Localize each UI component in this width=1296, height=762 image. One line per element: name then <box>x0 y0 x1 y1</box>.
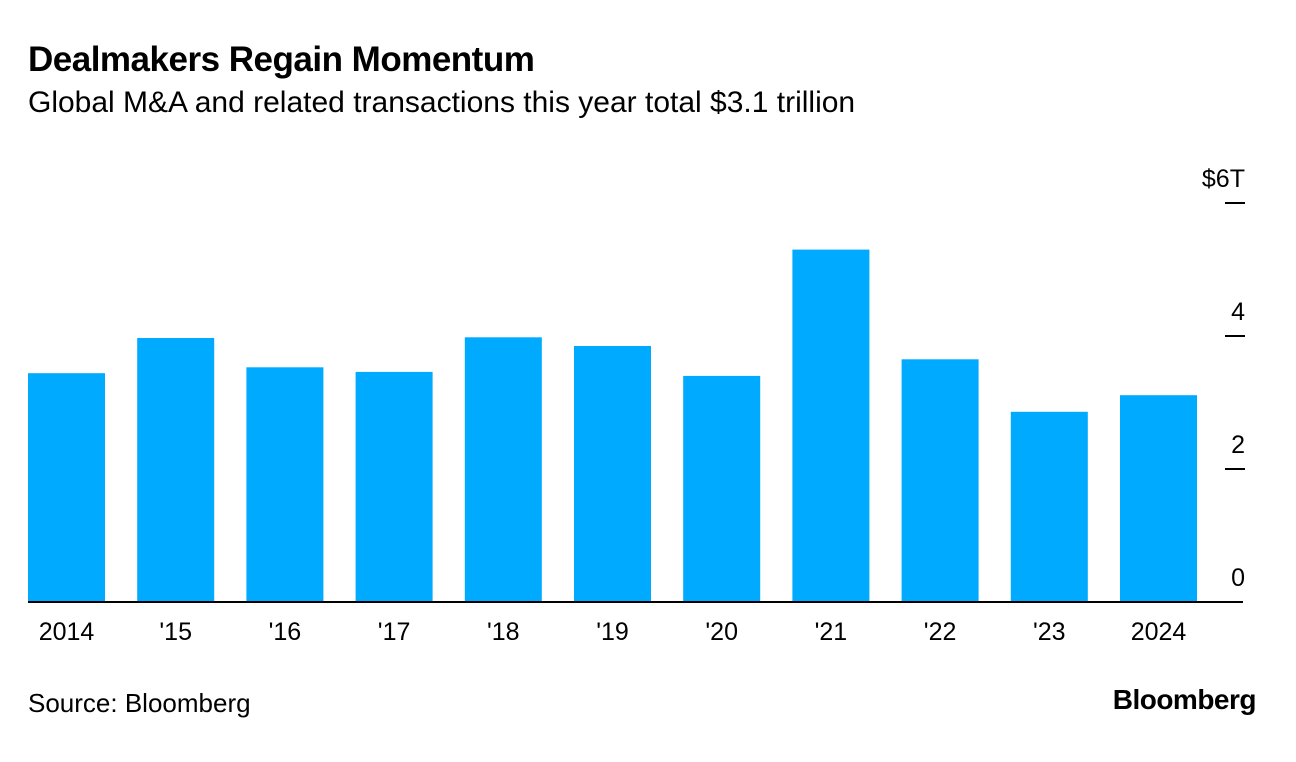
y-tick-label-3: $6T <box>1202 165 1245 193</box>
x-tick-label-9: '23 <box>1033 618 1066 646</box>
bars-group <box>28 249 1197 602</box>
x-tick-labels: 2014 '15 '16 '17 '18 '19 '20 '21 '22 '23 2024 <box>39 618 1187 646</box>
x-tick-label-1: '15 <box>159 618 192 646</box>
x-tick-label-5: '19 <box>596 618 629 646</box>
x-tick-label-4: '18 <box>487 618 520 646</box>
bar-9 <box>1010 411 1088 602</box>
bar-chart: 2014 '15 '16 '17 '18 '19 '20 '21 '22 '23 2024 0 2 4 $… <box>28 165 1245 646</box>
chart-subtitle: Global M&A and related transactions this… <box>28 86 856 119</box>
chart-title: Dealmakers Regain Momentum <box>28 40 535 79</box>
bar-8 <box>901 359 979 602</box>
bar-7 <box>792 249 870 602</box>
x-tick-label-2: '16 <box>269 618 302 646</box>
bar-6 <box>683 375 761 602</box>
source-note: Source: Bloomberg <box>28 688 251 718</box>
bar-0 <box>28 373 105 602</box>
y-tick-label-1: 2 <box>1231 431 1245 459</box>
bar-3 <box>355 371 433 602</box>
bar-10 <box>1120 395 1197 602</box>
x-tick-label-8: '22 <box>924 618 957 646</box>
bar-5 <box>574 346 651 602</box>
bloomberg-logo: Bloomberg <box>1112 684 1257 715</box>
bar-2 <box>246 367 324 602</box>
bar-4 <box>464 337 542 602</box>
y-tick-label-2: 4 <box>1231 298 1245 326</box>
x-tick-label-3: '17 <box>378 618 411 646</box>
x-tick-label-6: '20 <box>705 618 738 646</box>
y-tick-label-0: 0 <box>1231 564 1245 592</box>
x-tick-label-0: 2014 <box>39 618 95 646</box>
bar-1 <box>137 338 215 602</box>
x-tick-label-7: '21 <box>815 618 848 646</box>
y-axis: 0 2 4 $6T <box>1202 165 1245 592</box>
x-tick-label-10: 2024 <box>1131 618 1187 646</box>
